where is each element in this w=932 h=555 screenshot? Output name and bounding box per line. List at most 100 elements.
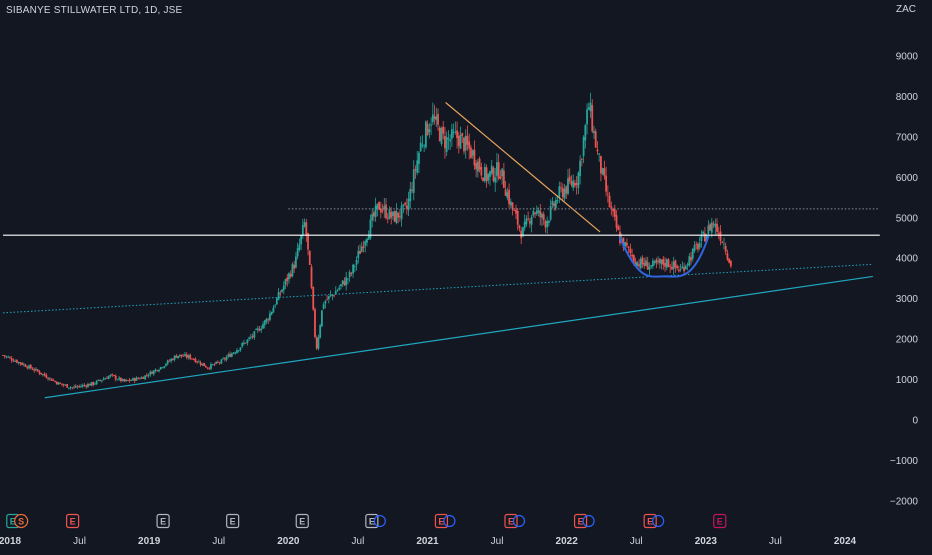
event-marker-glyph: E [578, 517, 584, 527]
candle-body [652, 260, 654, 267]
x-tick-label: 2024 [834, 536, 857, 547]
candle-body [156, 370, 159, 372]
candle-body [303, 221, 306, 227]
candle-body [601, 168, 604, 175]
candle-body [350, 273, 353, 274]
candle-body [189, 354, 192, 359]
candle-body [326, 299, 329, 301]
candle-body [457, 135, 460, 147]
candle-body [506, 192, 509, 198]
candle-body [293, 264, 296, 269]
candle-body [450, 129, 453, 139]
candle-body [206, 367, 209, 369]
candle-body [92, 381, 95, 385]
candle-body [695, 244, 698, 245]
x-tick-label: Jul [769, 536, 782, 547]
candle-body [528, 221, 531, 224]
y-tick-label: 0 [912, 416, 918, 427]
y-tick-label: 4000 [896, 254, 919, 265]
candle-body [470, 147, 472, 158]
candle-body [421, 144, 424, 146]
candle-body [419, 142, 422, 152]
candle-body [21, 363, 24, 365]
candle-body [10, 358, 13, 361]
candle-body [449, 139, 452, 142]
candle-body [567, 178, 569, 194]
y-tick-label: 8000 [896, 92, 919, 103]
candle-body [66, 384, 69, 388]
candle-body [487, 174, 490, 181]
candle-body [671, 266, 673, 270]
candle-body [702, 231, 705, 234]
candle-body [523, 221, 526, 229]
candle-body [269, 313, 271, 321]
candle-body [669, 266, 672, 268]
candle-body [298, 244, 301, 250]
candle-body [586, 109, 588, 125]
candle-body [61, 383, 63, 385]
candle-body [411, 189, 413, 191]
candle-body [128, 379, 131, 381]
candle-body [111, 374, 114, 375]
candle-body [321, 310, 323, 327]
candle-body [459, 134, 462, 149]
candle-body [180, 354, 183, 357]
event-marker-glyph: E [299, 517, 305, 527]
candle-body [378, 202, 380, 210]
candle-body [442, 126, 445, 134]
candle-body [284, 279, 287, 285]
candle-body [641, 257, 644, 265]
candle-body [29, 364, 32, 369]
candle-body [632, 255, 635, 262]
candle-body [274, 305, 277, 307]
candle-body [558, 186, 561, 198]
candle-body [476, 161, 479, 172]
candle-body [282, 285, 285, 291]
candle-body [672, 261, 675, 269]
candle-body [676, 266, 679, 269]
candle-body [516, 211, 519, 225]
candle-body [322, 304, 325, 309]
candle-body [291, 264, 294, 277]
candle-body [220, 359, 223, 364]
candle-body [712, 223, 715, 225]
candle-body [132, 378, 134, 381]
candle-body [78, 385, 81, 387]
candle-body [646, 262, 649, 270]
y-tick-label: 3000 [896, 294, 919, 305]
candle-body [626, 242, 628, 246]
candle-body [40, 372, 43, 375]
candle-body [613, 209, 616, 217]
candle-body [80, 386, 82, 388]
x-tick-label: Jul [352, 536, 365, 547]
candle-body [362, 246, 365, 248]
candle-body [324, 301, 327, 304]
candle-body [185, 354, 188, 358]
candle-body [197, 361, 200, 363]
candle-body [383, 205, 386, 210]
candle-body [359, 251, 361, 254]
candle-body [140, 377, 143, 379]
candle-body [99, 380, 101, 381]
candle-body [608, 195, 611, 207]
candle-body [482, 177, 484, 182]
candle-body [130, 380, 133, 381]
candle-body [423, 145, 426, 147]
dividend-marker [512, 514, 526, 528]
dividend-marker [373, 514, 386, 528]
candle-body [683, 267, 685, 272]
candle-body [398, 215, 401, 217]
candle-body [225, 357, 228, 360]
candle-body [241, 343, 244, 347]
candle-body [598, 153, 601, 155]
candle-body [346, 278, 349, 280]
candle-body [260, 328, 263, 330]
candle-body [372, 212, 375, 217]
symbol-title: SIBANYE STILLWATER LTD, 1D, JSE [6, 5, 183, 16]
candle-body [171, 359, 174, 361]
candle-body [568, 176, 571, 182]
candle-body [222, 358, 225, 360]
candle-body [428, 129, 431, 133]
